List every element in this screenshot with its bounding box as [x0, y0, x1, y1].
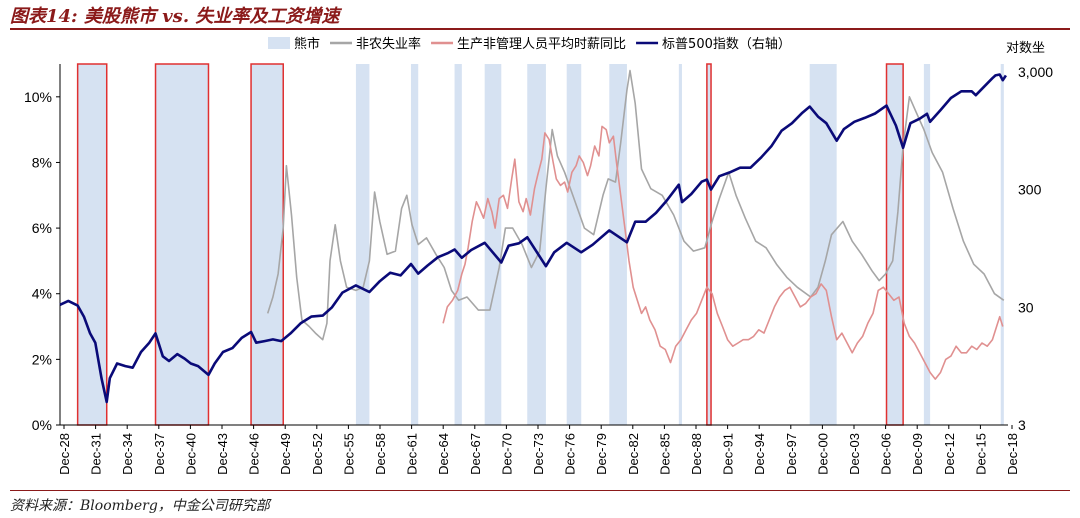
series-lines — [59, 69, 1007, 404]
x-tick-label: Dec-40 — [183, 433, 198, 475]
x-tick-label: Dec-31 — [89, 433, 104, 475]
x-tick-label: Dec-58 — [373, 433, 388, 475]
plot-frame — [59, 64, 1008, 426]
bear-market-band — [410, 64, 419, 425]
bear-market-band — [527, 64, 546, 425]
x-tick-label: Dec-55 — [341, 433, 356, 475]
x-tick-label: Dec-06 — [879, 433, 894, 475]
x-tick-label: Dec-09 — [910, 433, 925, 475]
x-tick-label: Dec-97 — [784, 433, 799, 475]
x-tick-label: Dec-70 — [499, 433, 514, 475]
bear-market-band — [1000, 64, 1004, 425]
bear-market-band — [484, 64, 502, 425]
x-tick-label: Dec-88 — [689, 433, 704, 475]
x-tick-label: Dec-91 — [721, 433, 736, 475]
x-tick-label: Dec-37 — [152, 433, 167, 475]
right-axis-title: 对数坐 — [1006, 41, 1045, 56]
series-line — [442, 125, 1004, 380]
x-tick-label: Dec-46 — [247, 433, 262, 475]
chart-title: 图表14: 美股熊市 vs. 失业率及工资增速 — [10, 6, 340, 27]
x-axis: Dec-28 Dec-31 Dec-34 Dec-37 Dec-40 Dec-43 Dec-… — [57, 425, 1020, 475]
x-tick-label: Dec-73 — [531, 433, 546, 475]
bear-market-band — [706, 63, 712, 426]
left-tick-label: 0% — [32, 417, 52, 433]
bear-market-band — [76, 63, 108, 426]
right-tick-label: 3,000 — [1018, 64, 1053, 80]
source-divider — [10, 490, 1070, 491]
x-tick-label: Dec-49 — [278, 433, 293, 475]
x-tick-label: Dec-61 — [405, 433, 420, 475]
legend-label: 标普500指数（右轴） — [662, 37, 791, 52]
x-tick-label: Dec-79 — [594, 433, 609, 475]
x-tick-label: Dec-85 — [657, 433, 672, 475]
series-line — [266, 69, 1005, 341]
bear-market-band — [355, 64, 370, 425]
legend-label: 非农失业率 — [356, 36, 421, 52]
series-line — [59, 73, 1007, 404]
x-tick-label: Dec-12 — [942, 433, 957, 475]
x-tick-label: Dec-03 — [847, 433, 862, 475]
bear-market-band — [923, 64, 931, 425]
right-tick-label: 3 — [1018, 417, 1026, 433]
x-tick-label: Dec-15 — [973, 433, 988, 475]
bear-market-band — [566, 64, 582, 425]
x-tick-label: Dec-28 — [57, 433, 72, 475]
legend-swatch — [268, 37, 290, 49]
bear-market-band — [250, 63, 284, 426]
x-tick-label: Dec-34 — [120, 433, 135, 475]
bear-market-band — [609, 64, 627, 425]
left-tick-label: 10% — [24, 89, 52, 105]
left-axis: 0% 2% 4% 6% 8% 10% — [24, 89, 60, 433]
x-tick-label: Dec-76 — [563, 433, 578, 475]
bear-market-bands — [76, 63, 1004, 426]
x-tick-label: Dec-18 — [1005, 433, 1020, 475]
x-tick-label: Dec-94 — [752, 433, 767, 475]
legend-label: 熊市 — [294, 36, 320, 52]
bear-market-band — [154, 63, 210, 426]
x-tick-label: Dec-43 — [215, 433, 230, 475]
bear-market-band — [454, 64, 462, 425]
bear-market-band — [809, 64, 837, 425]
x-tick-label: Dec-82 — [626, 433, 641, 475]
legend-label: 生产非管理人员平均时薪同比 — [457, 37, 626, 52]
x-tick-label: Dec-00 — [815, 433, 830, 475]
x-tick-label: Dec-52 — [310, 433, 325, 475]
left-tick-label: 6% — [32, 220, 52, 236]
left-tick-label: 8% — [32, 154, 52, 170]
left-tick-label: 4% — [32, 286, 52, 302]
x-tick-label: Dec-67 — [468, 433, 483, 475]
right-axis: 3 30 300 3,000 — [1018, 64, 1053, 433]
left-tick-label: 2% — [32, 351, 52, 367]
x-tick-label: Dec-64 — [436, 433, 451, 475]
legend: 熊市 非农失业率 生产非管理人员平均时薪同比 标普500指数（右轴） — [268, 36, 791, 52]
bear-market-band — [678, 64, 682, 425]
right-tick-label: 30 — [1018, 299, 1034, 315]
right-tick-label: 300 — [1018, 182, 1042, 198]
source-note: 资料来源：Bloomberg，中金公司研究部 — [10, 498, 270, 514]
title-divider — [10, 28, 1070, 30]
